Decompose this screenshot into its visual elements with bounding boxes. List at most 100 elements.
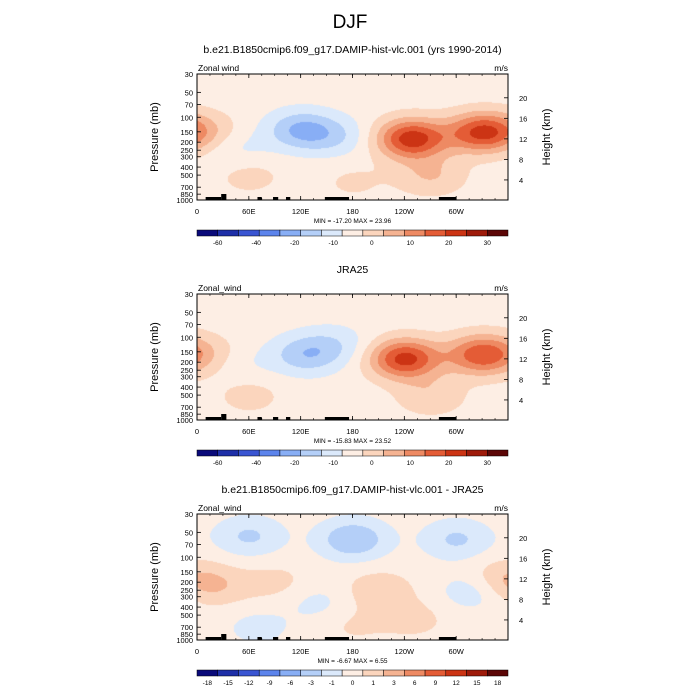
colorbar-swatch [300, 669, 322, 677]
height-tick-label: 4 [519, 616, 523, 625]
colorbar-swatch [279, 669, 301, 677]
colorbar-swatch [404, 669, 426, 677]
panel-title: b.e21.B1850cmip6.f09_g17.DAMIP-hist-vlc.… [221, 484, 483, 496]
y-tick-label: 200 [180, 358, 193, 367]
colorbar-swatch [196, 229, 218, 237]
colorbar-label: -3 [308, 680, 314, 687]
y-tick-label: 300 [180, 153, 193, 162]
x-tick-label: 0 [195, 207, 199, 216]
colorbar-label: 10 [407, 460, 415, 467]
min-max-stats: MIN = -17.20 MAX = 23.96 [314, 218, 392, 225]
y-tick-label: 1000 [176, 416, 193, 425]
x-tick-label: 120E [292, 207, 310, 216]
x-tick-label: 60E [242, 207, 255, 216]
y-tick-label: 100 [180, 113, 193, 122]
colorbar-label: -18 [203, 680, 213, 687]
colorbar-swatch [279, 229, 301, 237]
colorbar-label: -15 [223, 680, 233, 687]
y-tick-label: 1000 [176, 196, 193, 205]
y-axis-label: Pressure (mb) [149, 542, 161, 612]
colorbar-swatch [238, 669, 260, 677]
colorbar-swatch [321, 669, 343, 677]
contour-field [197, 74, 508, 200]
y-tick-label: 30 [185, 70, 193, 79]
colorbar-swatch [466, 229, 488, 237]
x-tick-label: 120W [395, 427, 416, 436]
colorbar-swatch [424, 229, 447, 237]
terrain-mask [257, 637, 262, 640]
colorbar-swatch [466, 669, 488, 677]
y-axis-label: Pressure (mb) [149, 322, 161, 392]
variable-label: Zonal_wind [198, 283, 242, 293]
x-tick-label: 120E [292, 647, 310, 656]
colorbar-label: -12 [244, 680, 254, 687]
x-tick-label: 180 [346, 427, 359, 436]
height-tick-label: 12 [519, 135, 527, 144]
height-tick-label: 20 [519, 534, 527, 543]
height-tick-label: 16 [519, 334, 527, 343]
colorbar-label: 18 [494, 680, 502, 687]
units-label: m/s [494, 283, 508, 293]
height-tick-label: 12 [519, 575, 527, 584]
height-tick-label: 8 [519, 595, 523, 604]
colorbar-label: 3 [392, 680, 396, 687]
colorbar-swatch [404, 449, 426, 457]
height-tick-label: 4 [519, 176, 523, 185]
contour-field [197, 294, 508, 420]
terrain-mask [438, 417, 457, 420]
colorbar-swatch [341, 669, 364, 677]
colorbar-swatch [466, 449, 488, 457]
units-label: m/s [494, 503, 508, 513]
y-tick-label: 30 [185, 290, 193, 299]
y-axis-label-right: Height (km) [541, 549, 553, 606]
colorbar-swatch [445, 229, 467, 237]
colorbar-swatch [238, 229, 260, 237]
panel-1: b.e21.B1850cmip6.f09_g17.DAMIP-hist-vlc.… [149, 44, 553, 247]
colorbar-swatch [341, 229, 364, 237]
colorbar-swatch [196, 449, 218, 457]
contour-field [197, 514, 508, 640]
y-tick-label: 200 [180, 578, 193, 587]
y-tick-label: 700 [180, 183, 193, 192]
y-tick-label: 70 [185, 540, 193, 549]
y-tick-label: 850 [180, 630, 193, 639]
colorbar-label: 20 [445, 460, 453, 467]
colorbar-label: 1 [371, 680, 375, 687]
terrain-mask [285, 417, 291, 420]
height-tick-label: 8 [519, 375, 523, 384]
colorbar-label: 30 [484, 460, 492, 467]
colorbar-swatch [383, 449, 405, 457]
y-tick-label: 30 [185, 510, 193, 519]
min-max-stats: MIN = -6.67 MAX = 6.55 [317, 658, 387, 665]
x-tick-label: 180 [346, 647, 359, 656]
y-tick-label: 250 [180, 586, 193, 595]
colorbar-label: 6 [413, 680, 417, 687]
x-tick-label: 0 [195, 427, 199, 436]
height-tick-label: 12 [519, 355, 527, 364]
terrain-mask [285, 197, 291, 200]
colorbar-label: -60 [213, 460, 223, 467]
panel-title: b.e21.B1850cmip6.f09_g17.DAMIP-hist-vlc.… [203, 44, 501, 56]
colorbar-swatch [445, 669, 467, 677]
colorbar-label: 0 [351, 680, 355, 687]
x-tick-label: 180 [346, 207, 359, 216]
colorbar-swatch [362, 669, 384, 677]
terrain-mask [205, 637, 222, 640]
figure-title: DJF [332, 12, 368, 33]
x-tick-label: 60E [242, 647, 255, 656]
colorbar-label: -20 [290, 240, 300, 247]
terrain-mask [324, 637, 350, 640]
y-tick-label: 100 [180, 553, 193, 562]
colorbar-swatch [217, 229, 239, 237]
variable-label: Zonal_wind [198, 503, 242, 513]
terrain-mask [285, 637, 291, 640]
y-tick-label: 400 [180, 603, 193, 612]
x-tick-label: 60W [448, 427, 464, 436]
y-tick-label: 200 [180, 138, 193, 147]
y-tick-label: 850 [180, 190, 193, 199]
colorbar-label: 9 [434, 680, 438, 687]
terrain-mask [221, 194, 227, 200]
y-tick-label: 400 [180, 163, 193, 172]
